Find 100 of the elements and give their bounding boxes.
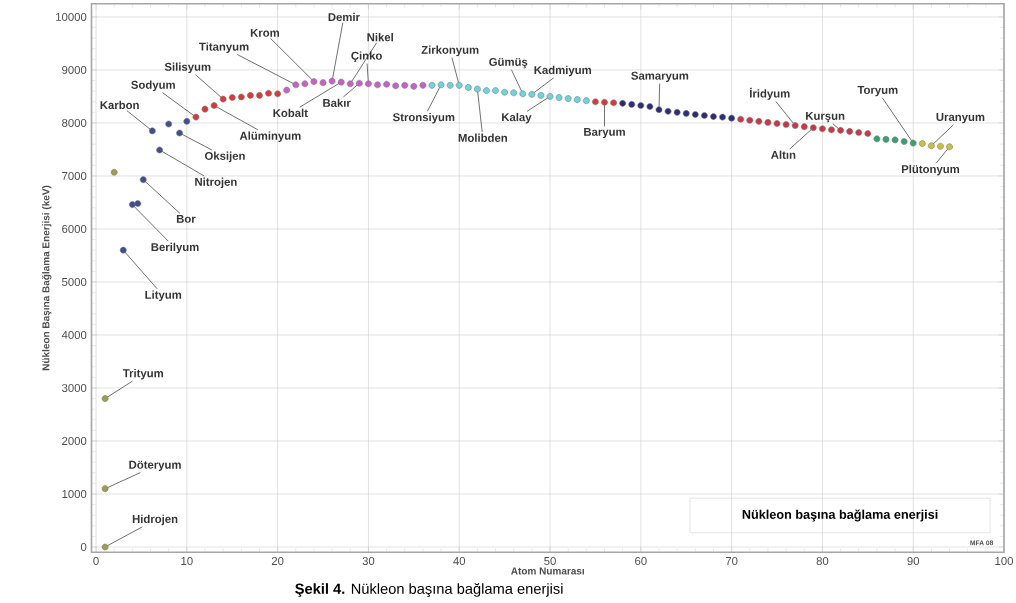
annotation: Titanyum: [199, 42, 249, 53]
point: [909, 139, 917, 147]
point: [882, 136, 890, 143]
point: [710, 113, 717, 120]
annotation: Trityum: [122, 368, 164, 380]
point: [228, 94, 236, 101]
point: [501, 88, 508, 96]
annotation: Kobalt: [273, 108, 308, 118]
point: [183, 118, 191, 125]
point: [918, 140, 926, 147]
point: [410, 83, 418, 90]
point: [201, 105, 209, 113]
point: [101, 543, 109, 551]
point: [928, 142, 935, 150]
x-tick-label: 20: [271, 557, 284, 566]
point: [619, 100, 626, 107]
point: [546, 93, 554, 100]
point: [437, 81, 445, 89]
point: [537, 92, 545, 99]
x-tick-label: 70: [725, 557, 738, 566]
point: [701, 112, 708, 119]
point: [691, 111, 699, 118]
point: [573, 96, 581, 103]
annotation: Plütonyum: [901, 164, 960, 176]
point: [210, 102, 218, 109]
annotation: Nitrojen: [195, 177, 237, 189]
y-tick-label: 5000: [62, 277, 87, 286]
annotation: Uranyum: [936, 113, 985, 124]
point: [337, 78, 345, 86]
annotation: Bor: [176, 214, 196, 223]
point: [746, 116, 754, 124]
y-tick-label: 0: [80, 542, 87, 551]
point: [937, 142, 944, 150]
y-tick-label: 6000: [62, 224, 87, 233]
point: [392, 82, 400, 90]
point: [383, 80, 390, 88]
point: [855, 129, 863, 136]
y-tick-label: 10000: [56, 12, 87, 21]
point: [374, 81, 381, 89]
point: [891, 136, 899, 144]
annotation: Alüminyum: [239, 131, 301, 142]
x-tick-label: 60: [635, 557, 647, 566]
point: [483, 87, 490, 94]
y-axis-title: Nükleon Başına Bağlama Enerjisi (keV): [41, 185, 52, 371]
annotation: Sodyum: [131, 80, 175, 92]
point: [134, 200, 142, 207]
point: [664, 107, 672, 115]
y-tick-label: 3000: [62, 383, 87, 392]
point: [819, 125, 826, 133]
point: [519, 90, 527, 98]
y-tick-label: 8000: [62, 118, 87, 127]
x-tick-label: 0: [93, 557, 99, 566]
point: [256, 92, 263, 99]
point: [101, 395, 109, 402]
point: [610, 99, 617, 107]
x-tick-label: 80: [816, 557, 829, 566]
point: [900, 138, 908, 145]
point: [946, 143, 953, 151]
point: [555, 94, 563, 101]
point: [791, 122, 799, 129]
annotation: Karbon: [100, 100, 139, 110]
point: [110, 168, 118, 176]
x-tick-label: 30: [362, 557, 375, 566]
annotation: Zirkonyum: [421, 45, 479, 57]
text: Şekil 4. Nükleon başına bağlama enerjisi: [295, 583, 563, 597]
point: [474, 85, 481, 93]
annotation: Kalay: [502, 112, 532, 124]
annotation: Silisyum: [164, 62, 211, 74]
annotation: Berilyum: [151, 242, 199, 254]
annotation: Kurşun: [806, 112, 845, 123]
x-tick-label: 10: [181, 557, 193, 566]
annotation: İridyum: [750, 87, 790, 100]
point: [755, 118, 763, 125]
annotation: Kadmiyum: [534, 65, 591, 77]
point: [864, 130, 872, 137]
point: [346, 80, 354, 88]
point: [119, 246, 127, 254]
point: [728, 114, 735, 122]
annotation: Oksijen: [204, 151, 245, 163]
annotation: Çinko: [351, 51, 382, 62]
point: [428, 81, 436, 89]
point: [837, 127, 844, 134]
point: [782, 121, 790, 128]
point: [800, 123, 808, 130]
annotation: Krom: [250, 28, 280, 37]
point: [192, 113, 200, 121]
point: [156, 146, 163, 154]
x-tick-label: 90: [907, 557, 920, 566]
point: [655, 106, 663, 114]
annotation: Samaryum: [631, 71, 689, 82]
point: [310, 78, 318, 85]
point: [564, 95, 572, 102]
point: [265, 89, 272, 97]
point: [274, 90, 281, 98]
x-axis-title: Atom Numarası: [511, 567, 584, 575]
point: [764, 119, 772, 126]
point: [528, 90, 536, 98]
annotation: Demir: [328, 12, 360, 22]
annotation: Gümüş: [489, 57, 528, 69]
point: [148, 127, 156, 135]
